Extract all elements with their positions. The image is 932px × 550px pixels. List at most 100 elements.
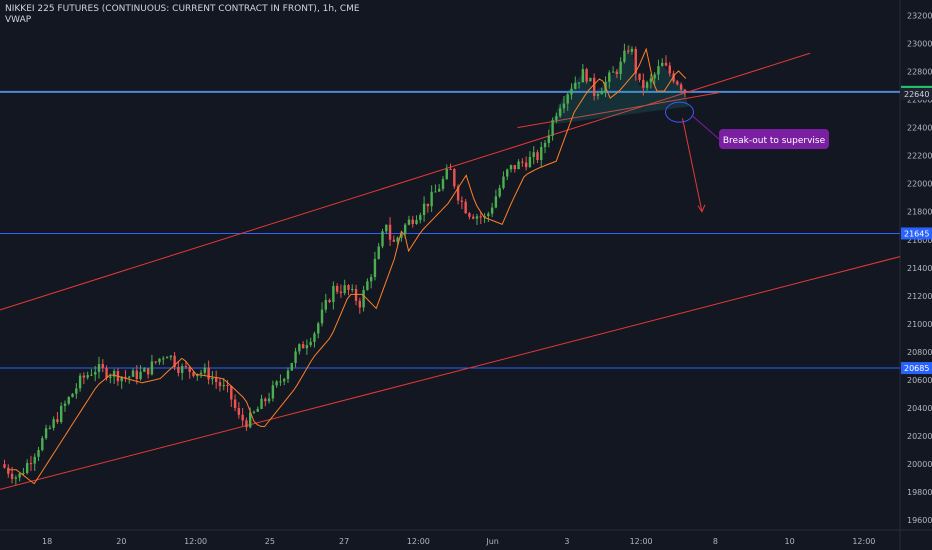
candle-body bbox=[101, 364, 104, 368]
x-tick-label: 12:00 bbox=[407, 537, 430, 546]
candle-body bbox=[521, 161, 524, 163]
candle-body bbox=[403, 224, 407, 234]
candle-body bbox=[585, 69, 588, 82]
candle-body bbox=[354, 288, 358, 301]
candle-body bbox=[449, 169, 452, 171]
candle-body bbox=[260, 398, 263, 409]
candle-body bbox=[335, 286, 339, 292]
candle-body bbox=[25, 463, 29, 474]
candle-body bbox=[543, 142, 547, 148]
candle-body bbox=[540, 147, 543, 161]
candle-body bbox=[638, 73, 641, 80]
candle-body bbox=[233, 399, 237, 409]
x-tick-label: 25 bbox=[265, 537, 275, 546]
y-tick-label: 20400 bbox=[907, 404, 932, 413]
candle-body bbox=[3, 464, 6, 468]
candle-body bbox=[275, 381, 278, 386]
price-tag bbox=[901, 362, 932, 375]
candle-body bbox=[120, 376, 123, 382]
candle-body bbox=[286, 370, 290, 380]
candle-body bbox=[438, 188, 441, 192]
candle-body bbox=[407, 219, 411, 225]
candle-body bbox=[86, 375, 89, 378]
candle-body bbox=[301, 344, 305, 349]
candle-body bbox=[267, 398, 271, 402]
candle-body bbox=[642, 79, 645, 88]
candle-body bbox=[71, 393, 74, 398]
trend-line bbox=[517, 92, 721, 129]
candle-body bbox=[82, 375, 86, 378]
x-tick-label: 27 bbox=[339, 537, 349, 546]
candle-body bbox=[22, 473, 25, 475]
candle-body bbox=[309, 341, 312, 346]
candle-body bbox=[358, 300, 362, 308]
candle-body bbox=[324, 300, 327, 310]
candle-body bbox=[245, 420, 248, 428]
candle-body bbox=[479, 216, 482, 218]
candle-body bbox=[131, 370, 135, 377]
candle-body bbox=[271, 385, 275, 399]
candle-body bbox=[517, 161, 520, 170]
candle-body bbox=[94, 371, 97, 375]
price-tag-label: 22640 bbox=[904, 90, 929, 99]
candle-body bbox=[509, 165, 513, 170]
price-tag bbox=[901, 227, 932, 240]
candle-body bbox=[214, 378, 218, 383]
arrow-head bbox=[697, 204, 706, 213]
candle-body bbox=[668, 65, 671, 74]
candle-body bbox=[502, 176, 505, 189]
candle-body bbox=[298, 344, 301, 352]
candle-body bbox=[347, 285, 350, 290]
x-tick-label: 10 bbox=[785, 537, 795, 546]
candle-body bbox=[230, 385, 233, 400]
price-tag-label: 21645 bbox=[904, 229, 929, 238]
candle-body bbox=[615, 71, 619, 75]
candle-body bbox=[630, 48, 634, 52]
candle-body bbox=[63, 403, 67, 406]
candle-body bbox=[483, 215, 486, 218]
candle-body bbox=[498, 188, 501, 197]
candle-body bbox=[67, 397, 70, 404]
candle-body bbox=[623, 50, 626, 62]
candle-body bbox=[328, 300, 331, 303]
y-tick-label: 21400 bbox=[907, 264, 932, 273]
candle-body bbox=[464, 201, 467, 214]
candle-body bbox=[249, 412, 252, 428]
candle-body bbox=[313, 333, 316, 342]
candle-body bbox=[29, 463, 33, 465]
candle-body bbox=[56, 419, 59, 423]
candle-body bbox=[173, 355, 176, 367]
candle-body bbox=[203, 367, 207, 373]
y-tick-label: 22800 bbox=[907, 68, 932, 77]
candle-body bbox=[468, 213, 471, 217]
candle-body bbox=[124, 376, 127, 378]
x-tick-label: 8 bbox=[713, 537, 718, 546]
candle-body bbox=[90, 374, 93, 376]
candle-body bbox=[574, 82, 577, 89]
y-tick-label: 23200 bbox=[907, 11, 932, 20]
candle-body bbox=[317, 323, 320, 334]
candle-body bbox=[339, 291, 343, 294]
candle-body bbox=[366, 281, 369, 290]
candle-body bbox=[222, 384, 225, 387]
candle-body bbox=[188, 366, 191, 373]
y-tick-label: 21200 bbox=[907, 292, 932, 301]
candle-body bbox=[14, 477, 18, 479]
candle-body bbox=[109, 376, 112, 378]
candle-body bbox=[592, 77, 596, 96]
y-tick-label: 22400 bbox=[907, 124, 932, 133]
x-tick-label: 12:00 bbox=[184, 537, 207, 546]
candle-body bbox=[419, 215, 422, 221]
candle-body bbox=[634, 48, 637, 74]
candle-body bbox=[256, 408, 259, 412]
candle-body bbox=[581, 69, 585, 83]
candle-body bbox=[252, 411, 256, 413]
candle-body bbox=[456, 186, 460, 201]
candle-body bbox=[218, 382, 222, 387]
candle-body bbox=[649, 78, 653, 83]
candle-body bbox=[369, 276, 373, 282]
candle-body bbox=[396, 237, 399, 242]
candle-body bbox=[472, 216, 475, 219]
y-tick-label: 20000 bbox=[907, 460, 932, 469]
